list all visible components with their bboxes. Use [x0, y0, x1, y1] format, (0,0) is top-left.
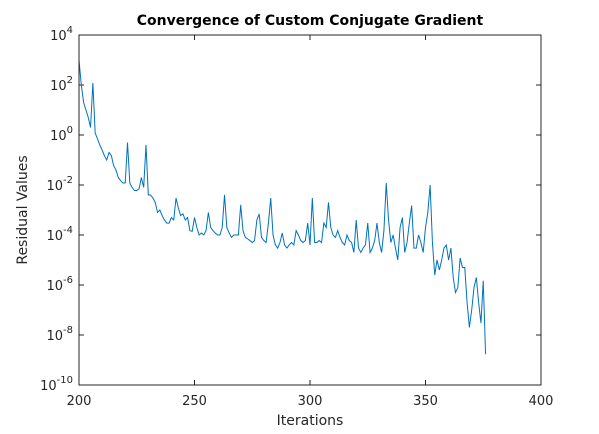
y-tick-label: 100: [50, 125, 73, 144]
y-tick-label: 10-2: [46, 175, 73, 194]
chart-title: Convergence of Custom Conjugate Gradient: [137, 13, 484, 29]
x-tick-label: 350: [413, 394, 438, 409]
y-tick-label: 10-4: [46, 225, 73, 244]
y-tick-label: 10-6: [46, 275, 73, 294]
y-tick-base: 10: [40, 379, 57, 394]
y-tick-exponent: -6: [63, 275, 73, 286]
series-line: [78, 59, 487, 355]
y-tick-base: 10: [50, 29, 67, 44]
y-tick-exponent: -10: [57, 375, 73, 386]
y-tick-exponent: 4: [67, 25, 73, 36]
y-tick-label: 10-8: [46, 325, 73, 344]
x-axis-label: Iterations: [277, 413, 344, 429]
y-tick-exponent: -4: [63, 225, 73, 236]
y-tick-base: 10: [46, 229, 63, 244]
x-tick-label: 400: [529, 394, 554, 409]
x-tick-label: 300: [298, 394, 323, 409]
y-axis-label: Residual Values: [15, 155, 31, 264]
plot-frame: [78, 34, 542, 386]
x-tick-label: 200: [67, 394, 92, 409]
y-tick-base: 10: [50, 79, 67, 94]
y-tick-base: 10: [46, 179, 63, 194]
y-tick-exponent: 2: [67, 75, 73, 86]
y-tick-label: 104: [50, 25, 73, 44]
y-tick-exponent: -2: [63, 175, 73, 186]
x-tick-label: 250: [182, 394, 207, 409]
y-tick-base: 10: [50, 129, 67, 144]
y-tick-exponent: -8: [63, 325, 73, 336]
y-tick-label: 10-10: [40, 375, 73, 394]
y-tick-base: 10: [46, 329, 63, 344]
y-tick-base: 10: [46, 279, 63, 294]
y-tick-exponent: 0: [67, 125, 73, 136]
y-tick-label: 102: [50, 75, 73, 94]
